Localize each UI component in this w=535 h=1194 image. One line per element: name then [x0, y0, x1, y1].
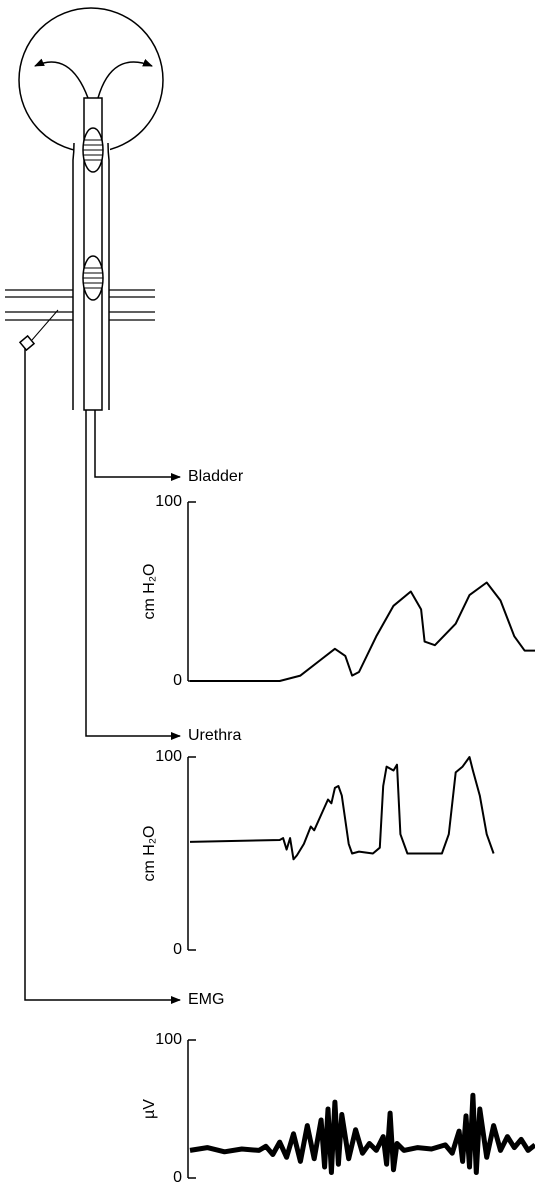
- connector: [85, 410, 181, 740]
- y-tick-label: 100: [155, 493, 182, 510]
- catheter: [5, 7, 181, 1004]
- connector: [24, 348, 181, 1004]
- flow-arrow: [34, 58, 89, 99]
- y-tick-label: 0: [173, 941, 182, 958]
- flow-arrow: [97, 58, 153, 99]
- sheath: [72, 142, 110, 410]
- channel-label: Urethra: [188, 727, 241, 744]
- y-tick-label: 100: [155, 1031, 182, 1048]
- y-tick-label: 100: [155, 748, 182, 765]
- sphincter: [5, 289, 155, 321]
- balloon: [82, 127, 104, 173]
- electrode-lead: [31, 309, 59, 341]
- trace: [190, 581, 535, 682]
- y-tick-label: 0: [173, 672, 182, 689]
- trace: [189, 1092, 535, 1175]
- electrode: [18, 334, 36, 352]
- catheter-tube: [83, 97, 103, 411]
- y-axis-label: cm H₂O: [141, 826, 158, 882]
- connector: [94, 410, 181, 481]
- y-axis-label: cm H₂O: [141, 564, 158, 620]
- channel-label: EMG: [188, 991, 224, 1008]
- balloon: [82, 255, 104, 301]
- channel-label: Bladder: [188, 468, 244, 485]
- y-axis-label: µV: [141, 1099, 158, 1119]
- y-tick-label: 0: [173, 1169, 182, 1186]
- trace: [189, 756, 495, 861]
